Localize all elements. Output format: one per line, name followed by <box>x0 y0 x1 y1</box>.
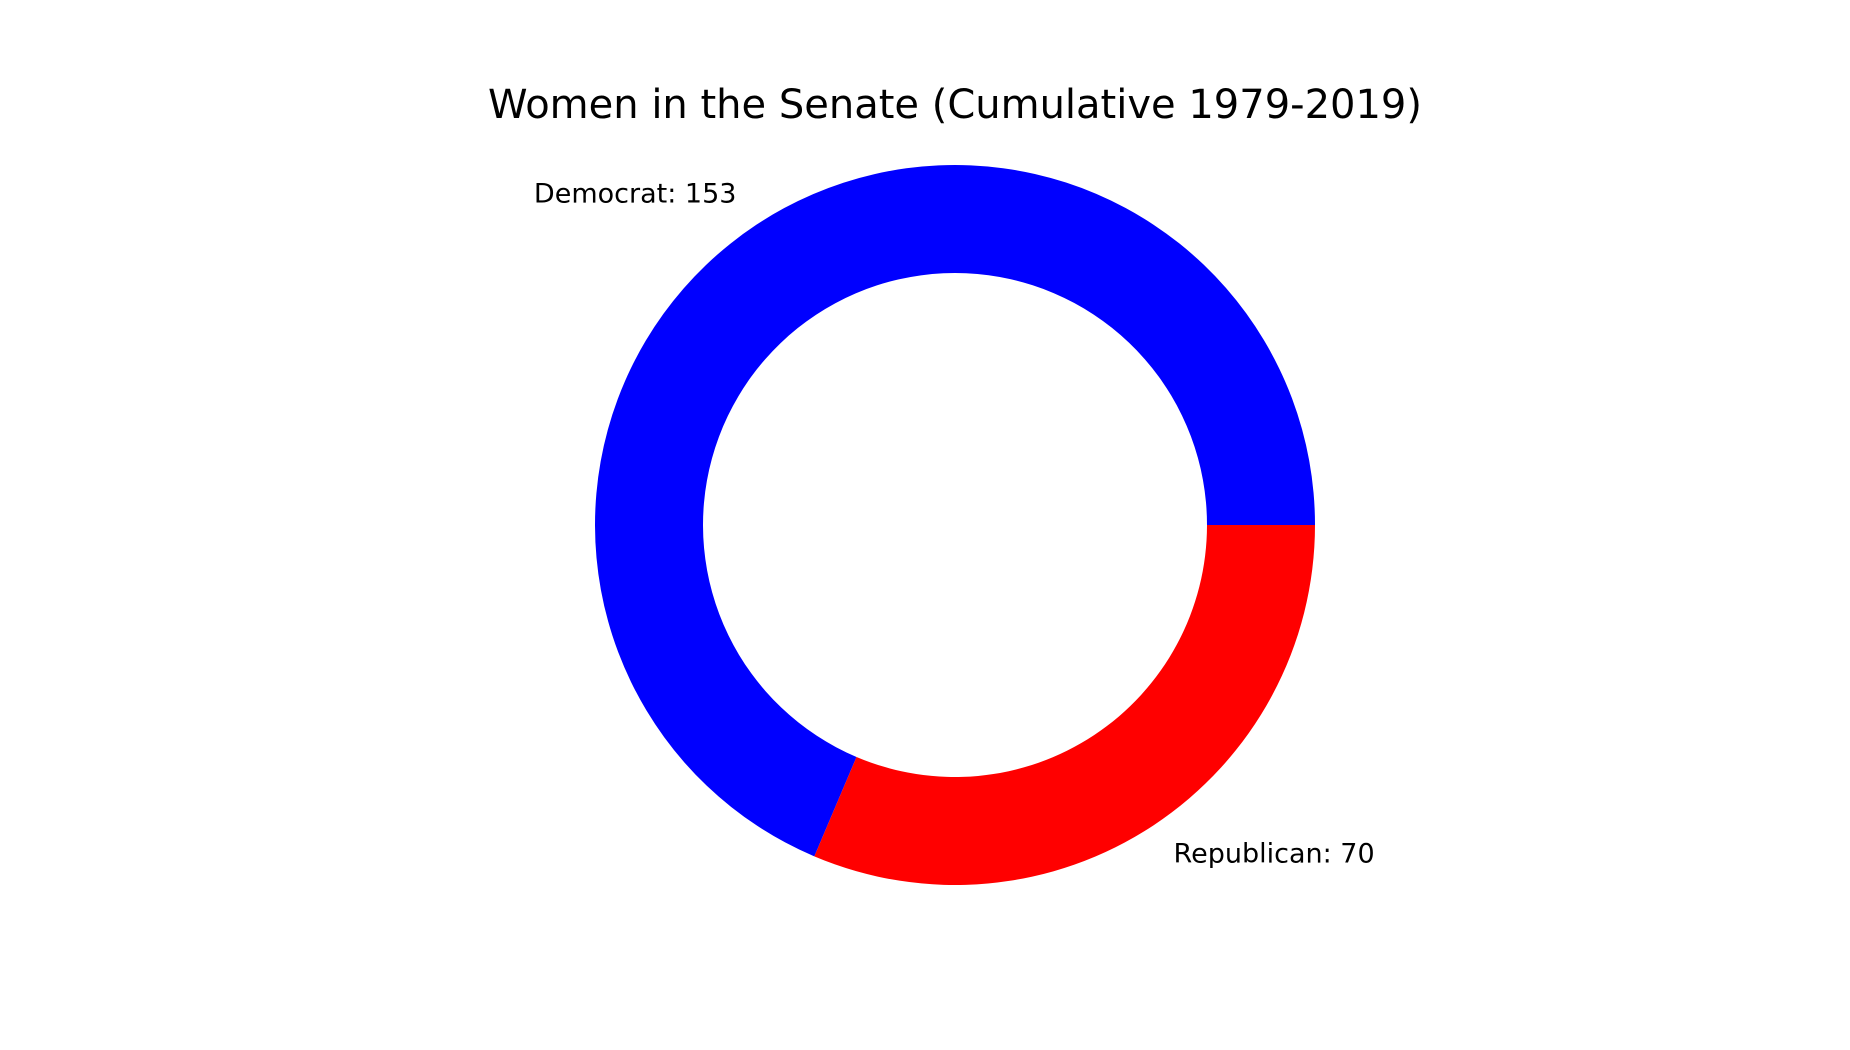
slice-republican <box>814 525 1315 885</box>
slice-label-democrat: Democrat: 153 <box>534 178 737 209</box>
slice-label-republican: Republican: 70 <box>1174 839 1375 870</box>
labels-group: Democrat: 153 Republican: 70 <box>534 178 1375 869</box>
slices-group <box>595 165 1315 885</box>
slice-democrat <box>595 165 1315 857</box>
chart-title: Women in the Senate (Cumulative 1979-201… <box>488 82 1422 128</box>
